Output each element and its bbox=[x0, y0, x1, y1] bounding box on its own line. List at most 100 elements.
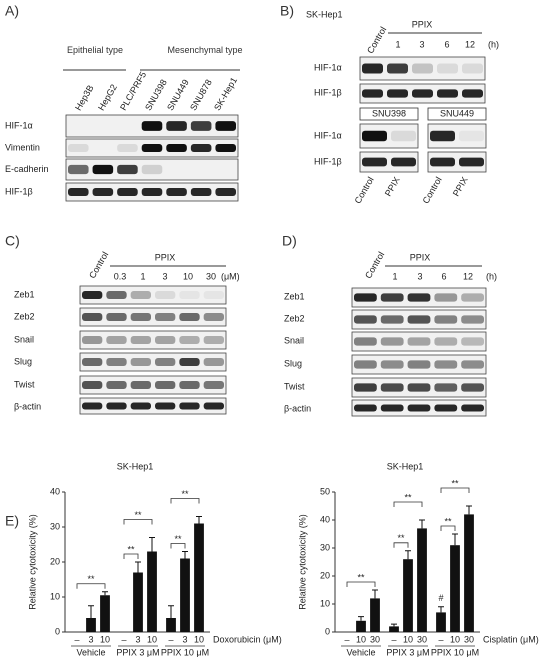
unit: (h) bbox=[488, 39, 499, 49]
band bbox=[190, 121, 212, 131]
band bbox=[190, 144, 212, 152]
blot bbox=[79, 285, 227, 305]
band bbox=[215, 121, 236, 131]
band bbox=[166, 188, 187, 196]
x-tick-label: 3 bbox=[88, 634, 93, 644]
band bbox=[82, 313, 103, 321]
band bbox=[412, 63, 433, 74]
lane-label: 1 bbox=[392, 271, 397, 281]
lane-label: Control bbox=[353, 175, 376, 205]
x-tick-label: – bbox=[438, 634, 443, 644]
y-axis-label: Relative cytotoxicity (%) bbox=[297, 514, 307, 610]
x-tick-label: 30 bbox=[370, 634, 380, 644]
band bbox=[130, 313, 151, 321]
blot bbox=[79, 375, 227, 395]
panel-label: B) bbox=[280, 3, 294, 19]
band bbox=[362, 89, 383, 98]
row-label: Zeb2 bbox=[14, 311, 35, 321]
row-label: HIF-1α bbox=[5, 120, 33, 130]
row-label: E-cadherin bbox=[5, 164, 49, 174]
bar bbox=[389, 626, 399, 632]
blot bbox=[351, 331, 487, 352]
band bbox=[459, 130, 484, 142]
band bbox=[407, 360, 431, 369]
significance: ** bbox=[134, 510, 142, 520]
lane-label: PPIX bbox=[451, 175, 470, 198]
band bbox=[130, 336, 151, 344]
row-label: HIF-1β bbox=[314, 156, 342, 166]
significance: ** bbox=[444, 516, 452, 526]
band bbox=[354, 404, 377, 412]
bar bbox=[417, 528, 427, 632]
significance: ** bbox=[357, 572, 365, 582]
y-tick-label: 50 bbox=[320, 486, 330, 496]
lane-label: 0.3 bbox=[114, 271, 127, 281]
band bbox=[117, 164, 138, 175]
treatment: PPIX bbox=[410, 252, 431, 262]
band bbox=[106, 358, 127, 366]
band bbox=[434, 404, 458, 412]
bar bbox=[403, 559, 413, 632]
band bbox=[203, 358, 224, 366]
band bbox=[106, 402, 127, 410]
band bbox=[380, 404, 404, 412]
group-label: Epithelial type bbox=[66, 45, 124, 55]
band bbox=[106, 313, 127, 321]
bar bbox=[100, 595, 110, 632]
bar bbox=[166, 618, 176, 632]
bracket bbox=[440, 525, 456, 531]
bar bbox=[356, 620, 366, 632]
unit: (μM) bbox=[221, 271, 240, 281]
band bbox=[155, 313, 176, 321]
blot bbox=[79, 352, 227, 372]
band bbox=[179, 381, 200, 389]
band bbox=[82, 402, 103, 410]
blot bbox=[79, 307, 227, 327]
band bbox=[407, 337, 431, 346]
bar bbox=[180, 558, 190, 632]
band bbox=[166, 144, 187, 152]
lane-label: 3 bbox=[162, 271, 167, 281]
lane-label: 6 bbox=[444, 39, 449, 49]
lane-label: Control bbox=[365, 25, 388, 55]
band bbox=[130, 291, 151, 299]
band bbox=[179, 336, 200, 344]
band bbox=[461, 383, 484, 392]
band bbox=[407, 315, 431, 324]
error-bar bbox=[196, 516, 202, 524]
band bbox=[354, 293, 377, 302]
band bbox=[354, 360, 377, 369]
lane-label: PPIX bbox=[383, 175, 402, 198]
lane-label: 3 bbox=[419, 39, 424, 49]
x-tick-label: – bbox=[121, 634, 126, 644]
row-label: Twist bbox=[14, 379, 35, 389]
y-tick-label: 40 bbox=[50, 486, 60, 496]
significance: ** bbox=[404, 492, 412, 502]
y-tick-label: 10 bbox=[320, 598, 330, 608]
row-label: Snail bbox=[14, 334, 34, 344]
cell-line: SK-Hep1 bbox=[306, 9, 343, 19]
x-tick-label: – bbox=[344, 634, 349, 644]
band bbox=[461, 315, 484, 324]
error-bar bbox=[88, 605, 94, 618]
band bbox=[387, 63, 408, 74]
lane-label: Hep3B bbox=[73, 83, 95, 112]
row-label: Slug bbox=[14, 356, 32, 366]
x-tick-label: 10 bbox=[100, 634, 110, 644]
y-tick-label: 20 bbox=[50, 556, 60, 566]
band bbox=[407, 404, 431, 412]
blot bbox=[359, 56, 486, 81]
band bbox=[434, 383, 458, 392]
band bbox=[437, 89, 458, 98]
cell-line: SNU398 bbox=[372, 108, 406, 118]
bar bbox=[147, 551, 157, 632]
band bbox=[203, 402, 224, 410]
significance: ** bbox=[397, 533, 405, 543]
band bbox=[434, 293, 458, 302]
band bbox=[380, 360, 404, 369]
band bbox=[82, 336, 103, 344]
significance: ** bbox=[127, 544, 135, 554]
y-tick-label: 40 bbox=[320, 514, 330, 524]
group-label: PPIX 10 μM bbox=[431, 647, 479, 657]
